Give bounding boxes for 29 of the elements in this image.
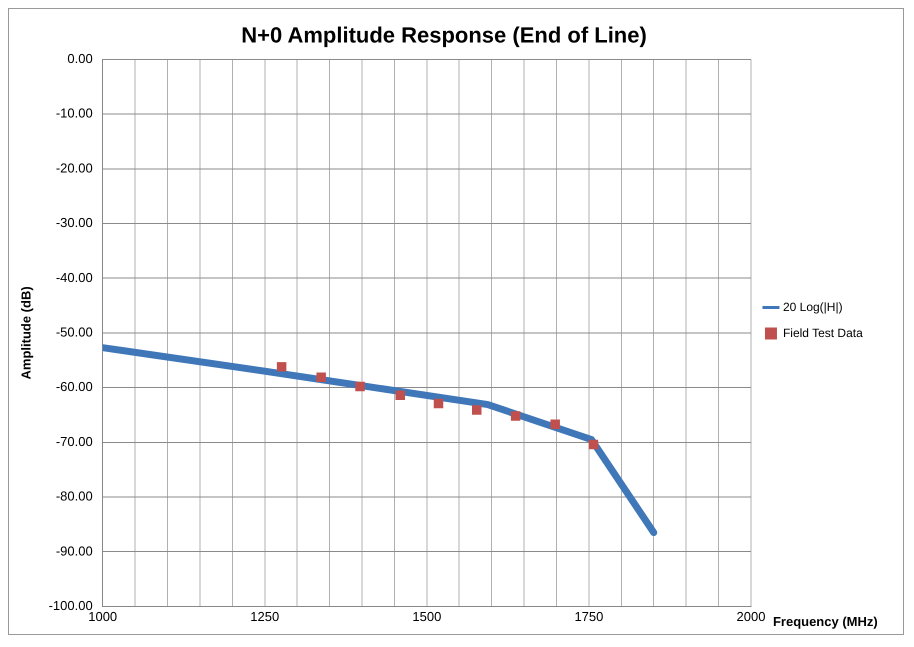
x-tick-label: 1750 bbox=[574, 608, 604, 624]
y-tick-label: -80.00 bbox=[56, 488, 93, 504]
y-axis-title: Amplitude (dB) bbox=[18, 286, 34, 380]
x-tick-label: 2000 bbox=[736, 608, 766, 624]
y-tick-label: -100.00 bbox=[48, 598, 93, 613]
y-tick-label: -40.00 bbox=[56, 270, 93, 285]
y-tick-label: -20.00 bbox=[56, 160, 93, 176]
legend-label: Field Test Data bbox=[782, 326, 864, 340]
y-tick-label: -90.00 bbox=[56, 543, 93, 558]
x-axis-title: Frequency (MHz) bbox=[772, 614, 878, 629]
point bbox=[396, 390, 405, 400]
y-tick-label: -50.00 bbox=[56, 324, 93, 340]
point bbox=[276, 362, 286, 372]
y-tick-label: -30.00 bbox=[56, 215, 93, 230]
point bbox=[472, 405, 482, 415]
x-tick-label: 1250 bbox=[250, 608, 280, 624]
y-tick-label: -70.00 bbox=[56, 434, 93, 449]
chart-title: N+0 Amplitude Response (End of Line) bbox=[241, 22, 647, 48]
point bbox=[588, 440, 598, 450]
point bbox=[510, 411, 520, 421]
point bbox=[434, 398, 444, 408]
point bbox=[316, 372, 326, 382]
y-tick-label: 0.00 bbox=[67, 50, 93, 66]
y-tick-label: -10.00 bbox=[56, 106, 93, 121]
point bbox=[355, 382, 365, 392]
legend-label: 20 Log(|H|) bbox=[782, 300, 843, 314]
y-tick-label: -60.00 bbox=[56, 379, 93, 394]
x-tick-label: 1500 bbox=[412, 608, 442, 624]
point bbox=[550, 420, 560, 429]
